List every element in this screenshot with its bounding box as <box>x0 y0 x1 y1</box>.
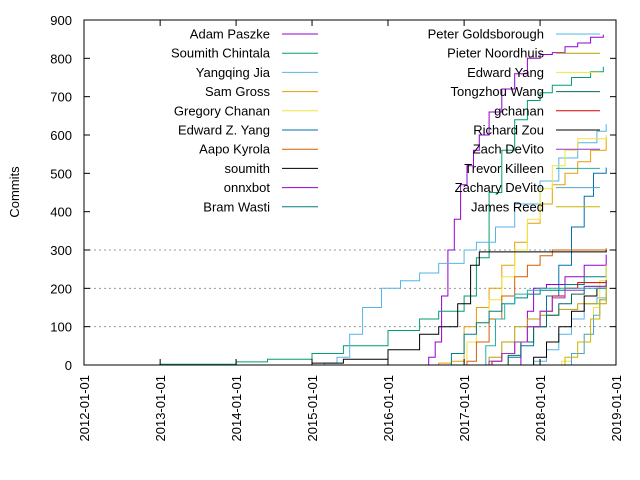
series-line-adam-paszke <box>422 34 604 366</box>
series-line-zach-devito <box>476 283 607 366</box>
legend-label-james-reed: James Reed <box>471 199 544 214</box>
x-tick-label: 2012-01-01 <box>77 375 92 442</box>
series-line-richard-zou <box>520 284 607 366</box>
x-tick-label: 2017-01-01 <box>457 375 472 442</box>
y-tick-label: 900 <box>50 13 72 28</box>
legend-label-gregory-chanan: Gregory Chanan <box>174 103 270 118</box>
series-lines <box>115 34 607 366</box>
legend-label-peter-goldsborough: Peter Goldsborough <box>428 27 544 42</box>
y-tick-label: 800 <box>50 51 72 66</box>
series-line-soumith <box>267 250 607 366</box>
series-line-soumith-chintala <box>115 66 604 366</box>
legend-label-onnxbot: onnxbot <box>224 180 271 195</box>
y-tick-label: 700 <box>50 90 72 105</box>
legend-label-bram-wasti: Bram Wasti <box>203 199 270 214</box>
series-line-yangqing-jia <box>312 124 607 366</box>
legend-label-aapo-kyrola: Aapo Kyrola <box>199 142 271 157</box>
legend-label-adam-paszke: Adam Paszke <box>190 27 270 42</box>
legend-label-yangqing-jia: Yangqing Jia <box>196 65 271 80</box>
y-axis-label: Commits <box>7 166 22 218</box>
x-tick-label: 2018-01-01 <box>533 375 548 442</box>
y-tick-label: 300 <box>50 243 72 258</box>
x-tick-label: 2013-01-01 <box>153 375 168 442</box>
legend-label-soumith-chintala: Soumith Chintala <box>171 46 271 61</box>
x-tick-label: 2014-01-01 <box>229 375 244 442</box>
series-line-trevor-killeen <box>476 287 607 366</box>
series-line-sam-gross <box>425 136 607 366</box>
x-tick-label: 2015-01-01 <box>305 375 320 442</box>
y-tick-label: 400 <box>50 205 72 220</box>
legend-label-richard-zou: Richard Zou <box>473 123 544 138</box>
y-tick-label: 600 <box>50 128 72 143</box>
legend-label-zachary-devito: Zachary DeVito <box>455 180 544 195</box>
series-line-peter-goldsborough <box>520 294 607 366</box>
series-line-pieter-noordhuis <box>476 297 607 366</box>
legend-label-zach-devito: Zach DeVito <box>473 142 544 157</box>
legend-label-pieter-noordhuis: Pieter Noordhuis <box>447 46 544 61</box>
y-tick-label: 100 <box>50 320 72 335</box>
series-line-bram-wasti <box>438 266 607 366</box>
series-line-edward-z-yang <box>495 167 607 366</box>
y-tick-label: 200 <box>50 281 72 296</box>
series-line-james-reed <box>552 286 607 366</box>
legend-label-trevor-killeen: Trevor Killeen <box>464 161 544 176</box>
y-tick-label: 0 <box>65 358 72 373</box>
legend-label-tongzhou-wang: Tongzhou Wang <box>451 84 544 99</box>
legend-label-sam-gross: Sam Gross <box>205 84 271 99</box>
plot-frame <box>83 19 617 366</box>
y-tick-label: 500 <box>50 166 72 181</box>
x-tick-label: 2016-01-01 <box>381 375 396 442</box>
legend-label-edward-z-yang: Edward Z. Yang <box>178 123 270 138</box>
series-line-tongzhou-wang <box>495 279 607 366</box>
axis-ticks: 0 100 200 300 400 500 600 700 800 900 2012-01-01 20… <box>50 13 624 442</box>
legend-label-edward-yang: Edward Yang <box>467 65 544 80</box>
x-tick-label: 2019-01-01 <box>609 375 624 442</box>
grid-lines <box>84 249 616 328</box>
legend-label-gchanan: gchanan <box>494 103 544 118</box>
legend-label-soumith: soumith <box>224 161 270 176</box>
legend: Adam Paszke Soumith Chintala Yangqing Jia S… <box>171 27 600 214</box>
